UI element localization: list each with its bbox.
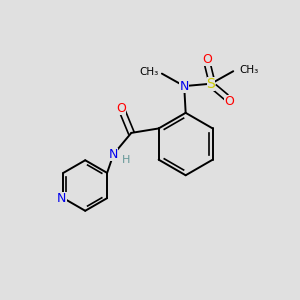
Text: H: H xyxy=(122,155,130,165)
Text: N: N xyxy=(179,80,189,93)
Text: CH₃: CH₃ xyxy=(240,65,259,75)
Text: S: S xyxy=(207,77,215,91)
Text: O: O xyxy=(202,53,212,66)
Text: O: O xyxy=(224,95,234,108)
Text: N: N xyxy=(109,148,118,161)
Text: N: N xyxy=(57,192,67,205)
Text: O: O xyxy=(116,102,126,115)
Text: CH₃: CH₃ xyxy=(140,67,159,77)
